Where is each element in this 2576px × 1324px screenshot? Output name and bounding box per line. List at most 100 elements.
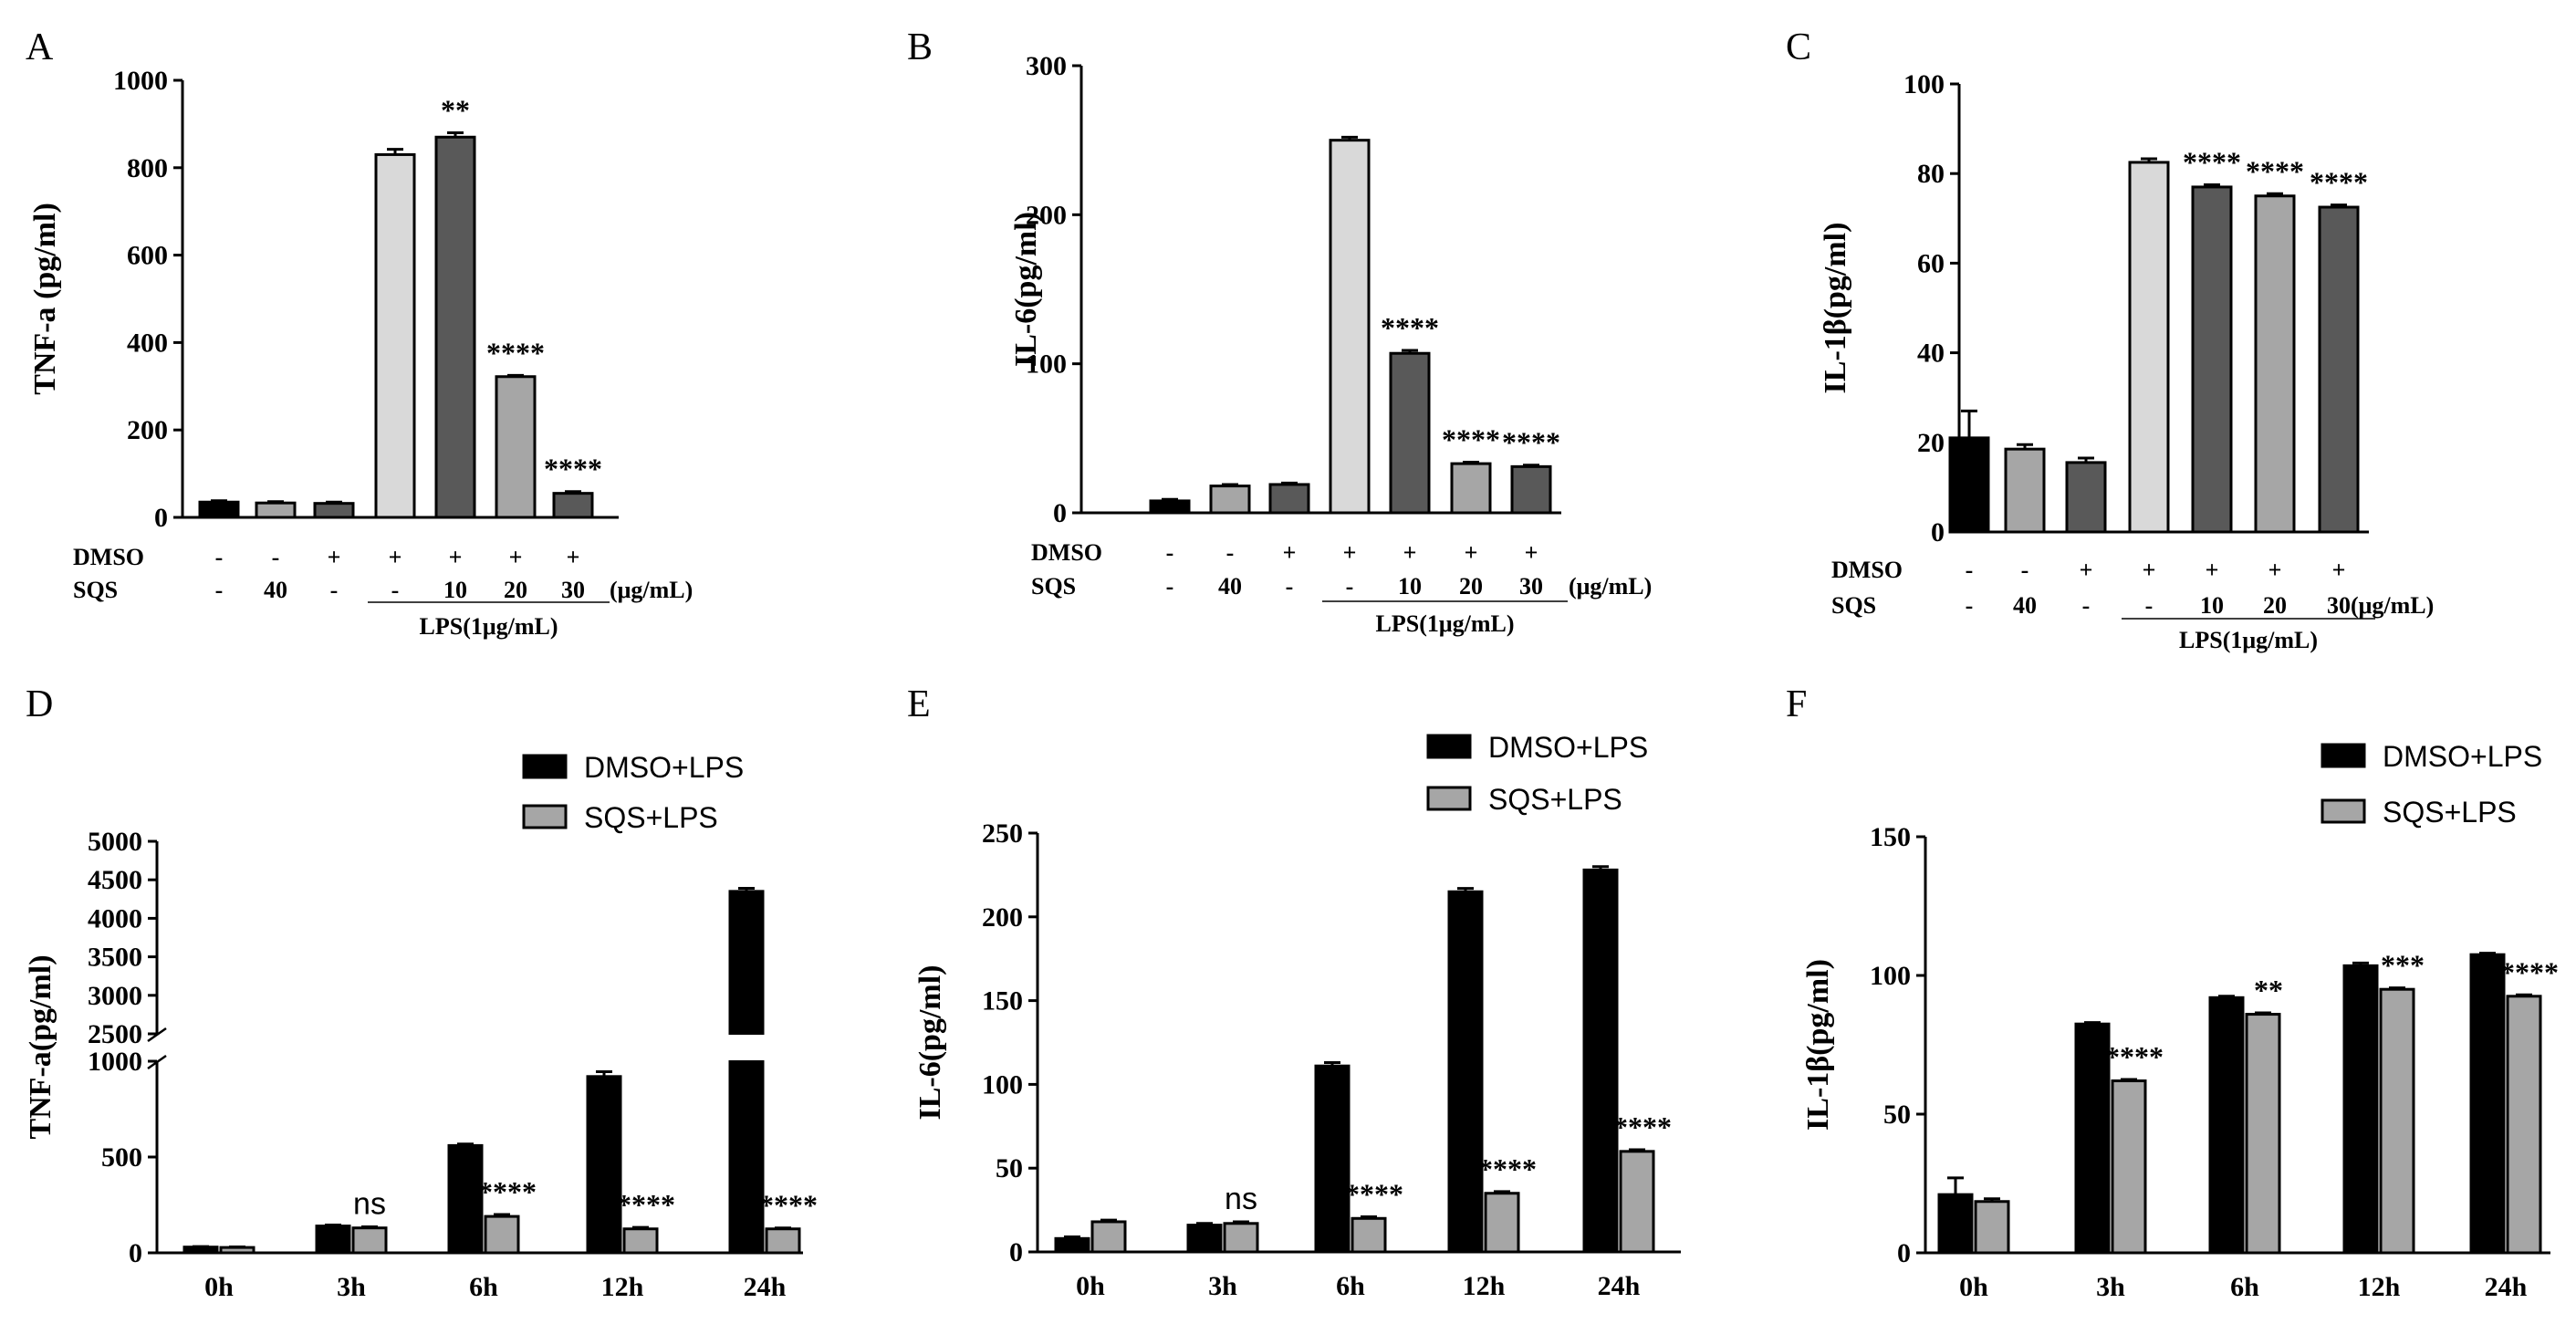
- legend-swatch: [522, 804, 568, 829]
- bar: [1447, 890, 1484, 1254]
- condition-value: 30: [2327, 592, 2351, 619]
- y-tick-label: 600: [127, 241, 168, 271]
- condition-value: -: [1226, 539, 1235, 566]
- condition-value: -: [1286, 573, 1294, 599]
- y-tick-label: 1000: [113, 66, 168, 96]
- x-tick-label: 0h: [1959, 1272, 1988, 1302]
- legend-swatch: [2320, 798, 2366, 824]
- panel-letter: E: [907, 683, 931, 725]
- bar: [198, 500, 240, 519]
- x-tick-label: 24h: [1598, 1271, 1641, 1301]
- condition-value: -: [1166, 573, 1174, 599]
- bar: [2245, 1013, 2281, 1255]
- x-tick-label: 24h: [744, 1272, 787, 1302]
- significance-label: ***: [2381, 949, 2425, 982]
- significance-label: ****: [2183, 145, 2241, 178]
- condition-value: +: [1525, 539, 1538, 566]
- condition-value: 10: [2200, 592, 2224, 619]
- condition-value: +: [2206, 557, 2219, 583]
- condition-row-label: DMSO: [1831, 557, 1903, 583]
- x-tick-label: 0h: [1076, 1271, 1105, 1301]
- bar: [2111, 1079, 2147, 1255]
- x-tick-label: 6h: [469, 1272, 498, 1302]
- significance-label: ****: [1381, 311, 1439, 344]
- condition-row-label: SQS: [73, 577, 118, 603]
- x-tick-label: 6h: [2230, 1272, 2259, 1302]
- bar: [183, 1246, 219, 1255]
- y-tick-label: 250: [982, 818, 1023, 849]
- y-tick-label: 200: [982, 902, 1023, 933]
- y-tick-label: 4000: [88, 903, 142, 933]
- x-tick-label: 0h: [204, 1272, 234, 1302]
- condition-value: 30: [561, 577, 585, 603]
- y-axis-title: IL-6(pg/ml): [913, 965, 947, 1121]
- bar: [1937, 1193, 1974, 1255]
- legend-label: SQS+LPS: [584, 801, 718, 834]
- legend-swatch: [1426, 734, 1472, 759]
- y-tick-label: 5000: [88, 827, 142, 857]
- y-tick-label: 200: [1026, 200, 1067, 230]
- bar: [1149, 499, 1191, 515]
- y-axis-title: TNF-a(pg/ml): [24, 954, 57, 1139]
- y-tick-label: 0: [1931, 517, 1945, 547]
- y-axis-title: IL-1β(pg/ml): [1801, 959, 1835, 1131]
- condition-value: +: [1403, 539, 1417, 566]
- bar: [765, 1227, 801, 1255]
- y-tick-label: 2500: [88, 1019, 142, 1049]
- legend-label: DMSO+LPS: [1488, 731, 1648, 764]
- condition-value: +: [2080, 557, 2093, 583]
- bar: [1054, 1236, 1090, 1254]
- bar: [313, 502, 355, 519]
- x-tick-label: 12h: [1463, 1271, 1506, 1301]
- bar: [622, 1227, 659, 1255]
- bar: [1209, 485, 1251, 515]
- condition-value: -: [1346, 573, 1354, 599]
- y-tick-label: 100: [1870, 961, 1911, 991]
- y-tick-label: 0: [129, 1238, 142, 1268]
- x-tick-label: 3h: [1208, 1271, 1237, 1301]
- y-tick-label: 1000: [88, 1047, 142, 1077]
- y-tick-label: 80: [1917, 159, 1945, 189]
- significance-label: ****: [1478, 1152, 1537, 1185]
- condition-row-label: SQS: [1031, 573, 1076, 599]
- y-axis-title: IL-6(pg/ml): [1009, 212, 1043, 367]
- panel-letter: B: [907, 26, 933, 68]
- panel-letter: A: [26, 26, 54, 68]
- bar: [1186, 1224, 1223, 1254]
- condition-row-label: DMSO: [1031, 539, 1102, 566]
- bar: [1948, 436, 1990, 534]
- y-tick-label: 100: [1026, 349, 1067, 380]
- condition-value: +: [509, 544, 523, 570]
- group-label: LPS(1μg/mL): [2179, 627, 2318, 653]
- bar: [495, 375, 537, 519]
- bar: [2318, 205, 2360, 534]
- bar: [1268, 483, 1310, 515]
- y-tick-label: 100: [1903, 69, 1945, 99]
- bar: [2074, 1022, 2111, 1255]
- x-tick-label: 3h: [337, 1272, 366, 1302]
- bar: [2469, 953, 2506, 1255]
- condition-value: +: [328, 544, 341, 570]
- condition-value: 10: [443, 577, 467, 603]
- y-tick-label: 150: [982, 986, 1023, 1016]
- x-tick-label: 3h: [2096, 1272, 2125, 1302]
- condition-value: -: [215, 577, 224, 603]
- bar: [484, 1215, 520, 1255]
- bar: [447, 1143, 484, 1255]
- bar: [255, 501, 297, 519]
- bar: [2208, 996, 2245, 1255]
- unit-label: (μg/mL): [1569, 573, 1652, 599]
- legend-label: SQS+LPS: [2383, 796, 2517, 829]
- significance-label: ****: [759, 1189, 818, 1222]
- bar: [1582, 868, 1619, 1254]
- condition-value: -: [2145, 592, 2154, 619]
- bar: [2191, 185, 2233, 534]
- y-tick-label: 400: [127, 328, 168, 358]
- condition-row-label: DMSO: [73, 544, 144, 570]
- significance-label: ****: [2500, 955, 2559, 988]
- bar: [2379, 987, 2415, 1255]
- bar: [434, 135, 476, 519]
- x-tick-label: 12h: [601, 1272, 644, 1302]
